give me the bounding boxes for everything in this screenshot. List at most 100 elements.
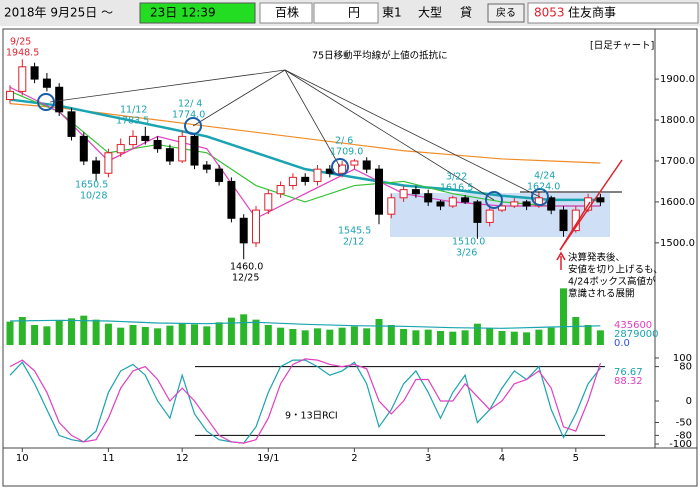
candle-body <box>596 197 605 203</box>
volume-bar <box>215 322 223 345</box>
volume-bar <box>400 329 408 345</box>
annotation: 2/12 <box>343 237 364 248</box>
candle-body <box>534 197 543 207</box>
candle-body <box>547 197 556 211</box>
candle-body <box>399 189 408 199</box>
rci-line <box>9 359 601 444</box>
candle-body <box>227 180 236 219</box>
annotation: 1460.0 <box>230 262 263 273</box>
volume-bar <box>104 323 112 345</box>
date: 2018年 9月25日 ～ <box>4 6 113 20</box>
candle-body <box>559 209 568 232</box>
annotation: 1510.0 <box>452 237 485 248</box>
market: 東1 <box>382 6 402 20</box>
volume-bar <box>154 328 162 345</box>
frame <box>2 28 698 487</box>
rci-label: 88.32 <box>614 376 643 387</box>
candle-body <box>67 111 76 137</box>
rci-tick-label: -50 <box>676 418 692 429</box>
x-tick-label: 5 <box>573 453 579 464</box>
currency: 円 <box>348 6 360 20</box>
volume-bar <box>92 319 100 345</box>
y-tick-label: 1600.0 <box>660 197 695 208</box>
annotation: 75日移動平均線が上値の抵抗に <box>312 50 448 62</box>
annotation: 1774.0 <box>172 110 205 121</box>
candle-body <box>42 78 51 88</box>
rci-tick-label: -80 <box>676 430 692 441</box>
y-tick-label: 1500.0 <box>660 238 695 249</box>
volume-bar <box>584 325 592 345</box>
red-arrow <box>556 159 623 270</box>
candle-body <box>522 201 531 207</box>
x-tick-label: 3 <box>425 453 431 464</box>
name-box <box>527 2 699 24</box>
candle-body <box>18 66 27 92</box>
volume-bar <box>80 315 88 345</box>
volume-bar <box>277 327 285 345</box>
annotation: 4/24 <box>534 171 555 182</box>
volume-bar <box>363 328 371 345</box>
candle-body <box>92 160 101 174</box>
candle-body <box>338 164 347 174</box>
annotation: 1650.5 <box>75 180 108 191</box>
y-tick-label: 1800.0 <box>660 115 695 126</box>
volume-bar <box>437 331 444 345</box>
name: 住友商事 <box>568 5 616 20</box>
volume-bar <box>178 323 186 345</box>
annotation: 1783.5 <box>116 116 149 127</box>
back-button[interactable] <box>487 3 525 23</box>
volume-bar <box>43 326 51 345</box>
annotation: 3/26 <box>456 248 477 259</box>
candle-body <box>411 189 420 195</box>
candle-body <box>141 135 150 141</box>
volume-bar <box>227 317 235 345</box>
callout-lines <box>49 69 541 201</box>
volume-bar <box>240 314 248 345</box>
candle-body <box>448 197 457 207</box>
candle-body <box>436 201 445 207</box>
unit-box <box>259 2 313 24</box>
time-box <box>139 2 256 24</box>
code: 8053 <box>534 6 565 20</box>
volume-bar <box>68 318 75 345</box>
volume-label: 0.0 <box>614 338 630 349</box>
candle-body <box>387 197 396 215</box>
volume-bar <box>387 325 395 345</box>
lend: 貸 <box>460 5 472 20</box>
moving-average <box>9 98 601 202</box>
volume-bar <box>535 329 543 345</box>
candle-body <box>264 193 273 211</box>
x-tick-label: 19/1 <box>257 453 279 464</box>
rci-tick-label: 0 <box>686 396 692 407</box>
volume-bar <box>141 327 149 345</box>
unit: 百株 <box>275 5 299 20</box>
volume-bar <box>203 326 211 345</box>
currency-box[interactable] <box>313 2 379 24</box>
candle-body <box>153 139 162 150</box>
annotation: 12/25 <box>232 273 259 284</box>
volume-bar <box>18 317 26 345</box>
volume-bar <box>117 327 125 345</box>
volume-bar <box>473 323 481 345</box>
volume-bar <box>338 327 346 345</box>
volume-bar <box>510 331 518 345</box>
candle-body <box>350 160 359 166</box>
candle-body <box>510 201 519 207</box>
size: 大型 <box>418 6 442 20</box>
annotation: 決算発表後、 <box>568 252 625 264</box>
annotation: 9/25 <box>10 37 31 48</box>
y-tick-label: 1700.0 <box>660 156 695 167</box>
annotation: 1616.5 <box>440 183 473 194</box>
volume-bar <box>264 325 272 345</box>
candle-body <box>313 168 322 182</box>
rci-tick-label: 80 <box>679 362 692 373</box>
candle-body <box>498 205 506 211</box>
annotation: 2/ 6 <box>335 136 353 147</box>
volume-bar <box>326 329 334 345</box>
volume-bar <box>6 321 14 345</box>
volume-label: 2879000 <box>614 329 659 340</box>
annotation: 4/24ボックス高値が <box>568 276 656 288</box>
x-tick-label: 11 <box>102 453 115 464</box>
annotation: 3/22 <box>446 172 467 183</box>
candle-body <box>276 185 285 195</box>
